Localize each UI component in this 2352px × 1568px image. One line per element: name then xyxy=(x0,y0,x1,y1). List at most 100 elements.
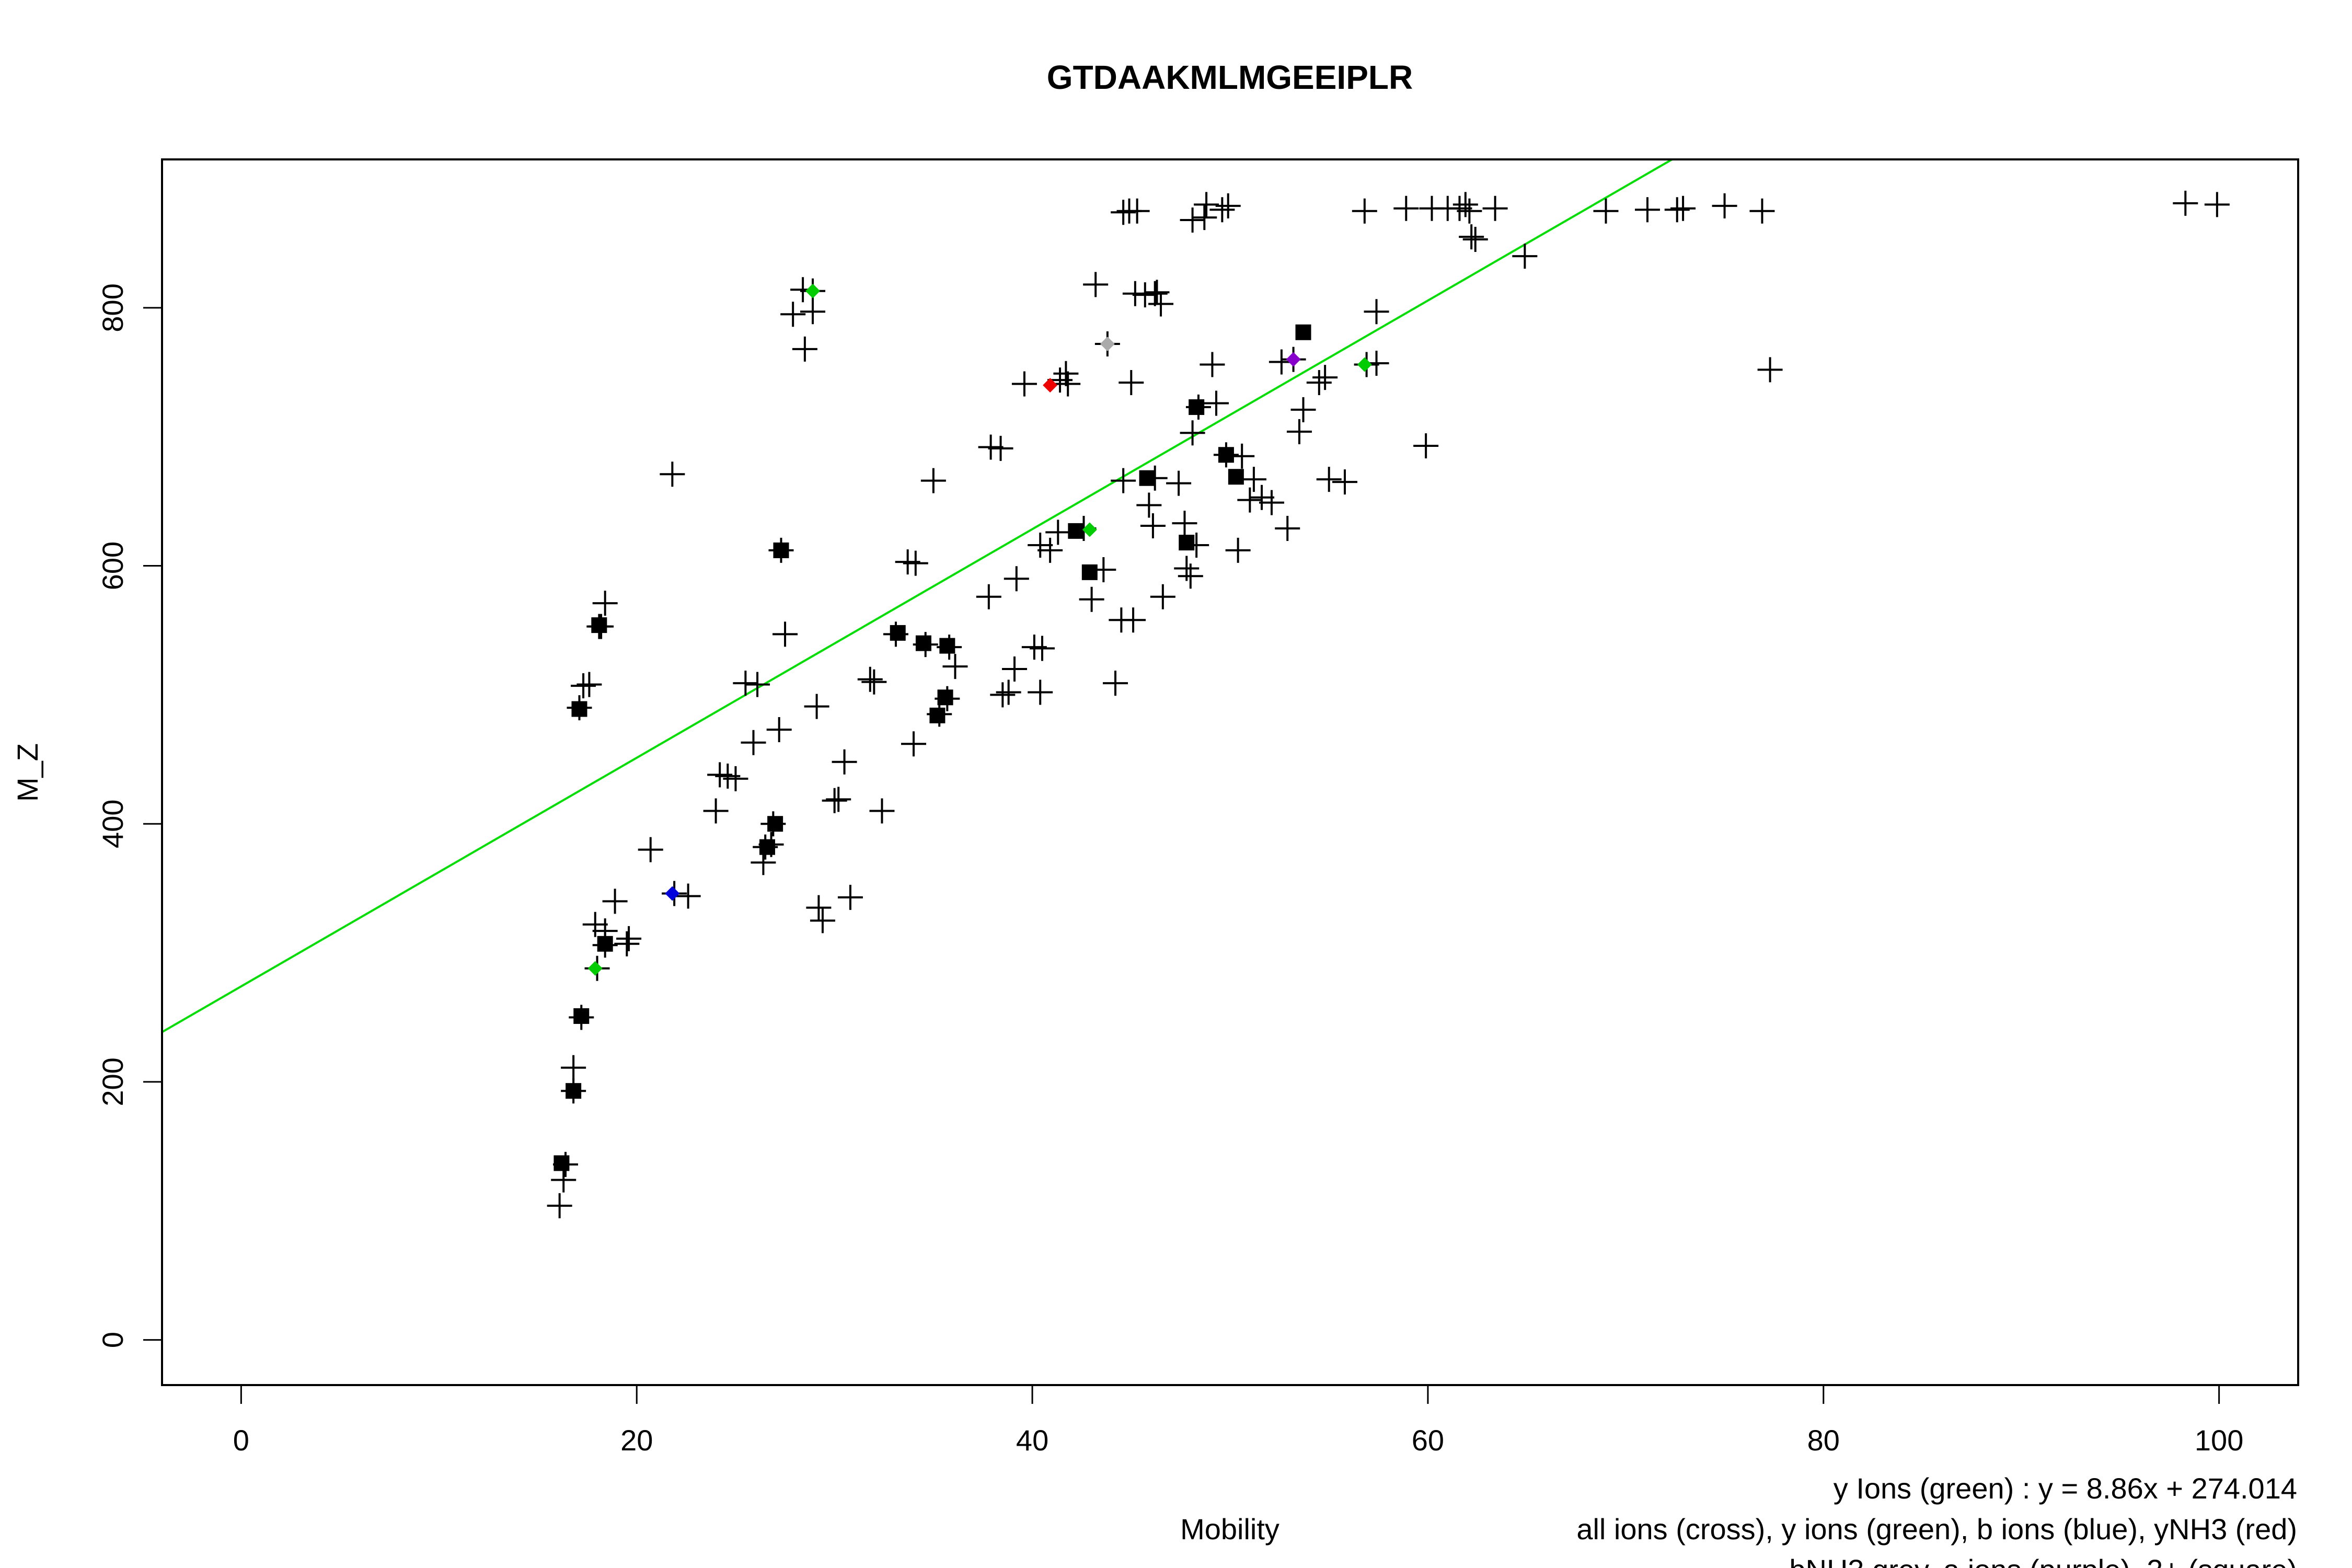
all-ions-point xyxy=(577,672,602,697)
a-ions-point xyxy=(1286,352,1301,367)
all-ions-point xyxy=(1083,272,1108,297)
y-tick-label: 0 xyxy=(96,1332,129,1348)
all-ions-point xyxy=(1332,469,1357,494)
2--point xyxy=(916,636,931,651)
all-ions-point xyxy=(1204,391,1229,416)
2--point xyxy=(573,1008,589,1024)
all-ions-point xyxy=(990,682,1015,707)
y-axis-label: M_Z xyxy=(11,743,44,802)
all-ions-point xyxy=(1028,679,1053,705)
2--point xyxy=(1218,447,1234,463)
legend-ion-types: all ions (cross), y ions (green), b ions… xyxy=(1576,1513,2297,1546)
all-ions-point xyxy=(1291,397,1316,422)
all-ions-point xyxy=(2205,192,2230,217)
y-ions-point xyxy=(588,961,603,976)
all-ions-point xyxy=(1749,199,1774,224)
x-axis-label: Mobility xyxy=(1180,1513,1279,1546)
all-ions-point xyxy=(1237,488,1262,513)
all-ions-point xyxy=(1140,513,1166,538)
all-ions-point xyxy=(1150,584,1175,609)
all-ions-point xyxy=(1012,372,1037,397)
all-ions-point xyxy=(676,883,701,908)
y-ions-fit-line xyxy=(162,0,2298,1032)
all-ions-point xyxy=(616,926,641,951)
all-ions-point xyxy=(1459,224,1484,249)
y-axis: 0 200 400 600 800 xyxy=(96,283,162,1348)
all-ions-point xyxy=(733,671,758,696)
2--point xyxy=(938,689,953,705)
all-ions-point xyxy=(869,799,894,824)
all-ions-point xyxy=(1447,196,1472,221)
2--point xyxy=(767,816,783,832)
all-ions-point xyxy=(978,434,1004,459)
all-ions-point xyxy=(988,436,1013,461)
all-ions-point xyxy=(1172,511,1197,536)
all-ions-point xyxy=(1712,193,1737,218)
all-ions-point xyxy=(1200,352,1225,377)
all-ions-point xyxy=(1670,196,1696,221)
all-ions-point xyxy=(1111,200,1136,225)
all-ions-point xyxy=(1143,281,1168,306)
all-ions-point xyxy=(1121,607,1146,632)
2--point xyxy=(939,638,955,654)
2--point xyxy=(566,1083,581,1099)
all-ions-point xyxy=(838,885,863,910)
y-ions-point xyxy=(1357,357,1372,372)
all-ions-point xyxy=(861,670,886,695)
all-ions-point xyxy=(1103,671,1128,696)
x-tick-label: 80 xyxy=(1807,1424,1840,1457)
x-tick-label: 0 xyxy=(233,1424,249,1457)
all-ions-point xyxy=(1463,227,1488,252)
all-ions-point xyxy=(638,837,663,862)
plot-frame xyxy=(162,159,2298,1385)
all-ions-point xyxy=(832,750,857,775)
x-tick-label: 100 xyxy=(2195,1424,2243,1457)
legend-ion-types-2: bNH3 grey, a ions (purple), 2+ (square) xyxy=(1789,1553,2297,1568)
y-tick-label: 600 xyxy=(96,541,129,590)
all-ions-point xyxy=(1079,587,1104,612)
2--point xyxy=(1189,399,1204,415)
all-ions-point xyxy=(1028,533,1053,558)
2--point xyxy=(571,701,587,717)
all-ions-point xyxy=(826,787,851,812)
x-tick-label: 20 xyxy=(620,1424,653,1457)
2--point xyxy=(1139,470,1155,486)
all-ions-point xyxy=(1216,193,1241,218)
all-ions-point xyxy=(942,654,967,679)
bnh3-grey-point xyxy=(1100,337,1115,351)
y-tick-label: 400 xyxy=(96,800,129,848)
all-ions-point xyxy=(1483,196,1508,221)
all-ions-point xyxy=(704,799,729,824)
all-ions-point xyxy=(976,584,1001,609)
all-ions-point xyxy=(996,679,1021,705)
2--point xyxy=(1068,523,1083,539)
2--point xyxy=(597,936,613,952)
2--point xyxy=(1082,564,1098,580)
all-ions-point xyxy=(1413,433,1438,458)
all-ions-point xyxy=(804,694,829,719)
all-ions-point xyxy=(1317,467,1342,492)
b-ions-point xyxy=(665,886,679,901)
all-ions-point xyxy=(660,462,685,487)
all-ions-point xyxy=(741,730,766,755)
all-ions-point xyxy=(810,908,835,933)
all-ions-point xyxy=(1275,516,1300,541)
y-tick-label: 800 xyxy=(96,283,129,332)
all-ions-point xyxy=(1364,299,1389,324)
2--point xyxy=(890,625,906,641)
all-ions-point xyxy=(603,889,628,914)
all-ions-point xyxy=(1352,199,1377,224)
all-ions-point xyxy=(1119,370,1144,395)
all-ions-point xyxy=(773,621,798,647)
all-ions-point xyxy=(547,1193,572,1218)
2--point xyxy=(1179,535,1194,550)
all-ions-point xyxy=(571,673,596,698)
x-axis: 0 20 40 60 80 100 xyxy=(233,1385,2244,1457)
all-ions-point xyxy=(1393,196,1419,221)
all-ions-point xyxy=(2173,191,2198,216)
all-ions-point xyxy=(1259,490,1284,515)
chart-title: GTDAAKMLMGEEIPLR xyxy=(1047,59,1413,96)
all-ions-point xyxy=(792,337,817,362)
2--point xyxy=(759,839,775,855)
